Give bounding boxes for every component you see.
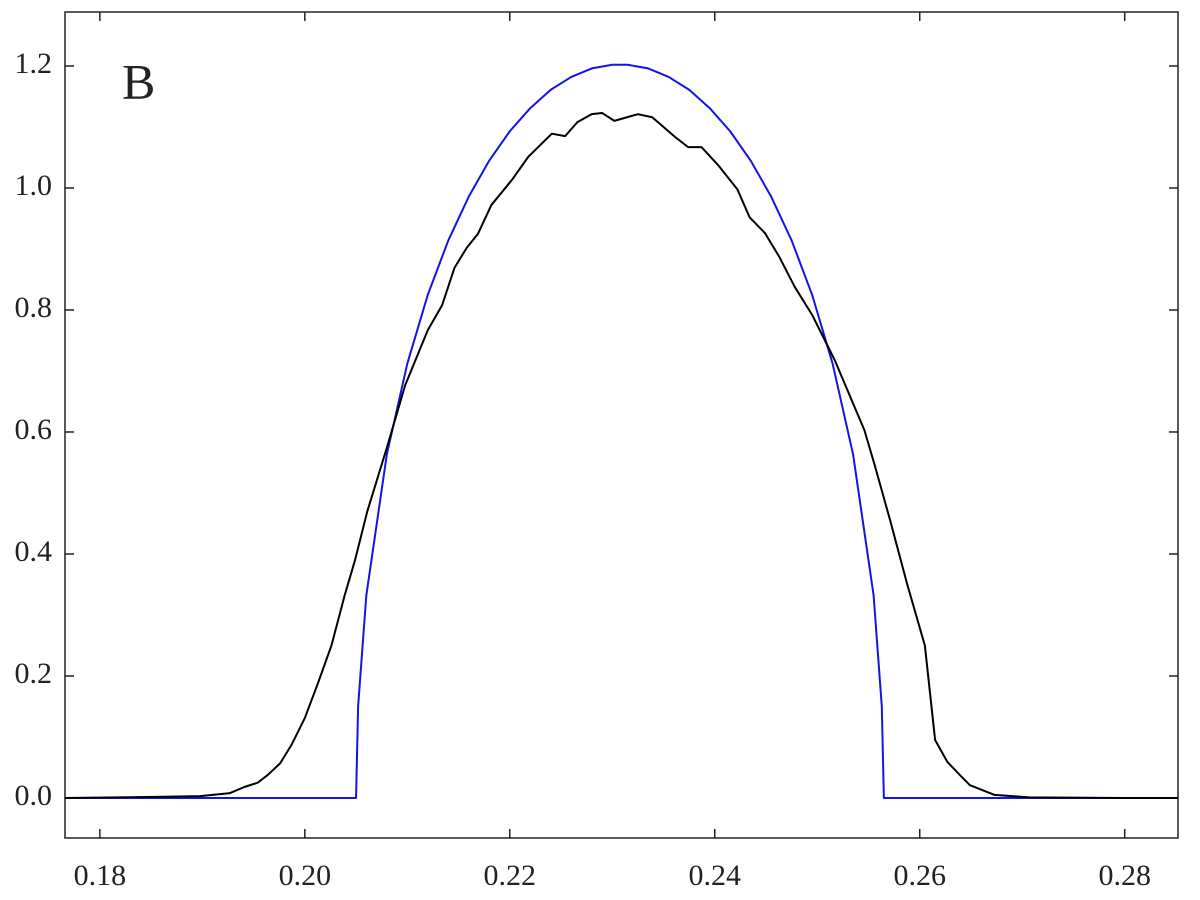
x-tick-label: 0.18 xyxy=(74,859,127,892)
y-tick-label: 0.8 xyxy=(15,291,53,324)
y-tick-label: 0.6 xyxy=(15,413,53,446)
y-tick-label: 1.0 xyxy=(15,169,53,202)
y-tick-label: 0.2 xyxy=(15,657,53,690)
annotation: B xyxy=(122,53,155,109)
plot-frame xyxy=(64,11,1179,839)
line-series xyxy=(64,111,1178,799)
y-tick-label: 0.0 xyxy=(15,779,53,812)
x-tick-label: 0.26 xyxy=(893,859,946,892)
x-tick-label: 0.20 xyxy=(279,859,332,892)
line-series xyxy=(65,63,1178,799)
x-tick-label: 0.28 xyxy=(1098,859,1151,892)
x-tick-label: 0.24 xyxy=(689,859,742,892)
y-tick-label: 1.2 xyxy=(15,47,53,80)
y-tick-label: 0.4 xyxy=(15,535,53,568)
x-tick-label: 0.22 xyxy=(484,859,537,892)
